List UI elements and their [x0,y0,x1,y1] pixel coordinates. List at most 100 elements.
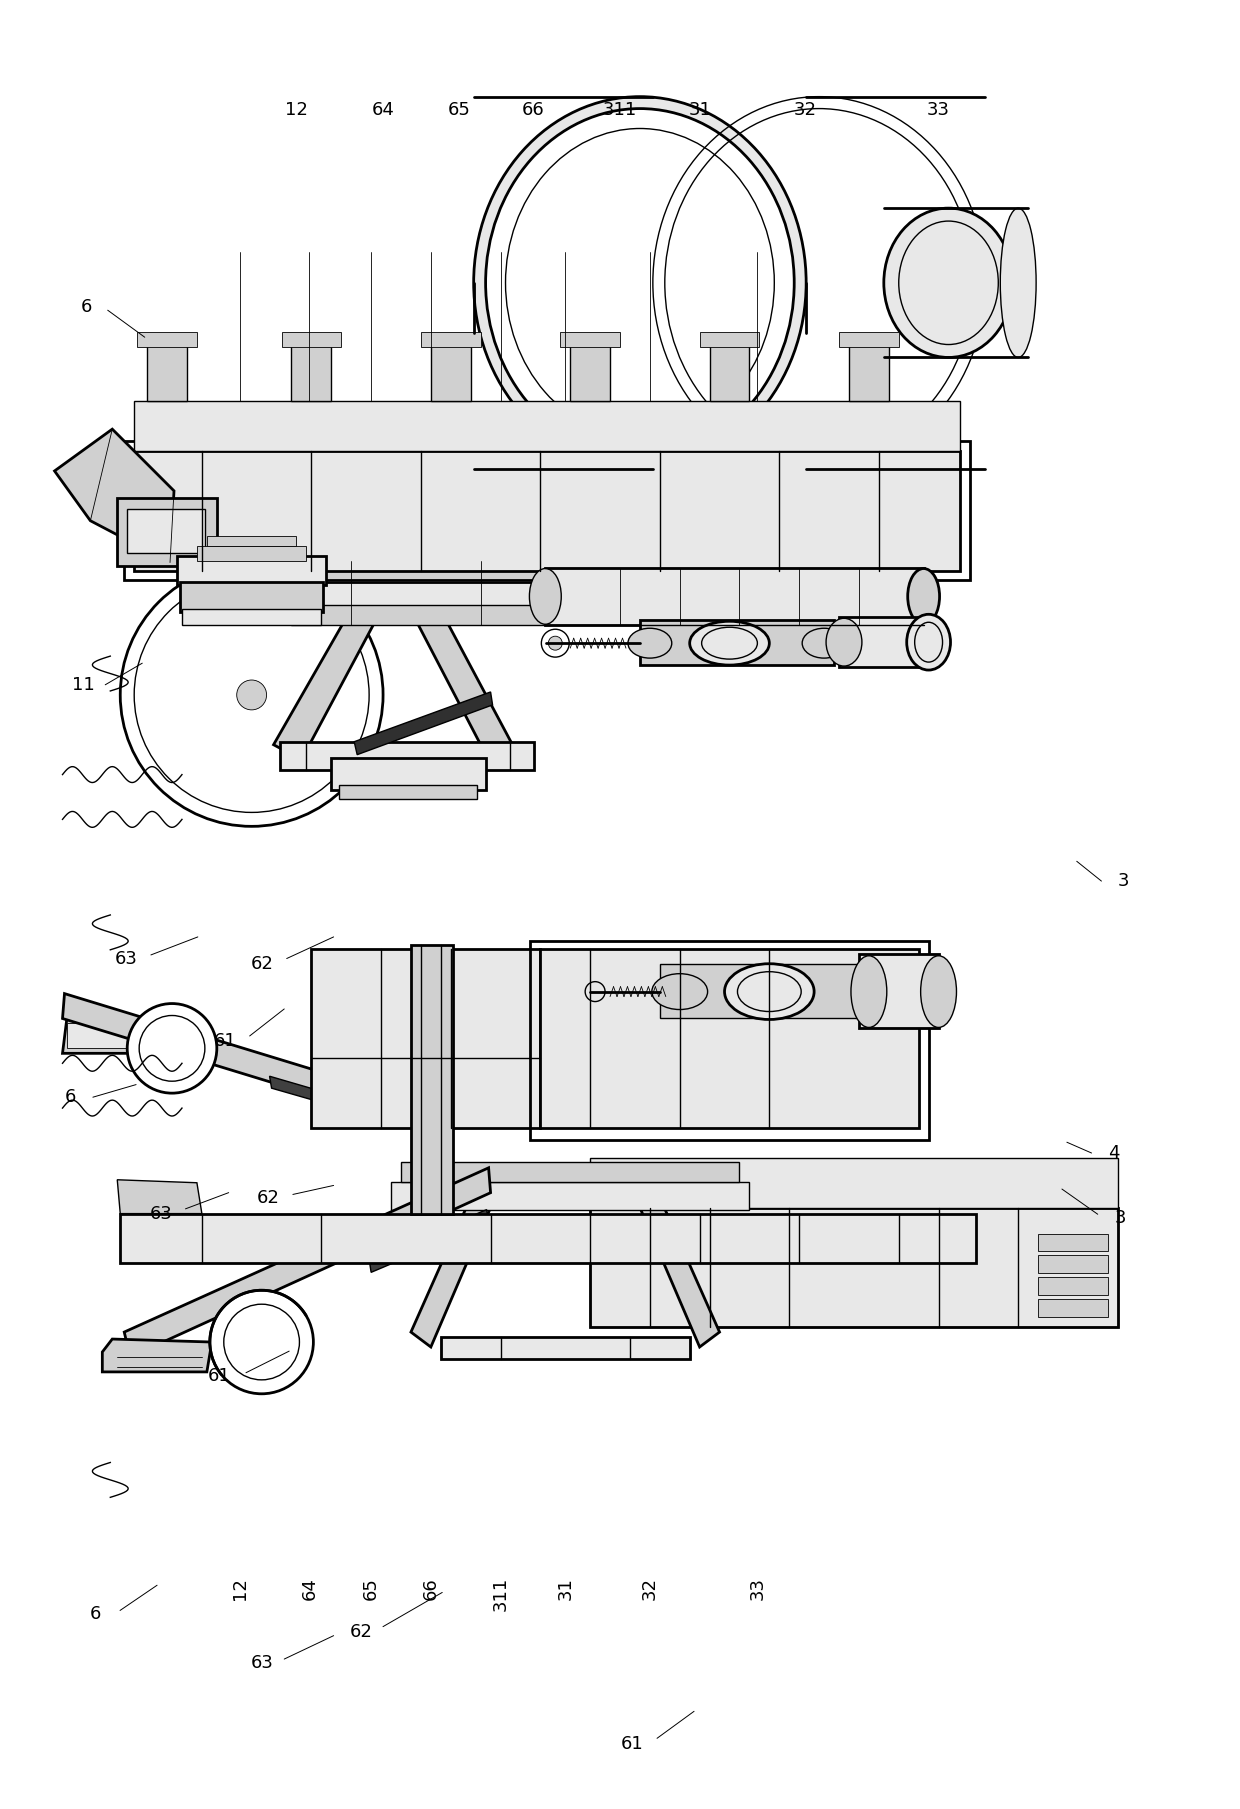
Polygon shape [62,993,423,1129]
Bar [590,1208,1117,1328]
Polygon shape [55,429,174,563]
Bar [430,342,471,402]
Text: 64: 64 [372,101,394,119]
Ellipse shape [689,620,769,666]
Text: 61: 61 [621,1735,644,1753]
Text: 62: 62 [350,1623,372,1641]
Bar [279,742,534,769]
Bar [1038,1255,1107,1274]
Polygon shape [410,1198,491,1348]
Text: 6: 6 [81,298,93,315]
Bar [138,331,197,347]
Text: 12: 12 [231,1577,249,1599]
Text: 63: 63 [115,950,138,968]
Bar [590,1158,1117,1208]
Bar [197,546,306,561]
Ellipse shape [802,628,846,658]
Ellipse shape [851,955,887,1028]
Text: 65: 65 [448,101,471,119]
Text: 12: 12 [285,101,308,119]
Polygon shape [355,693,492,754]
Bar [401,1161,739,1181]
Bar [660,964,859,1018]
Text: 31: 31 [557,1577,574,1599]
Bar [272,582,560,610]
Bar [134,450,961,570]
Polygon shape [370,1210,489,1272]
Text: 64: 64 [300,1577,319,1599]
Circle shape [128,1004,217,1093]
Bar [281,564,551,582]
Bar [207,535,296,546]
Bar [541,948,919,1129]
Polygon shape [269,1076,420,1131]
Bar [440,1337,689,1359]
Text: 6: 6 [89,1605,100,1623]
Bar [699,331,759,347]
Text: 311: 311 [491,1577,510,1612]
Bar [839,617,929,668]
Text: 6: 6 [64,1089,77,1105]
Text: 32: 32 [794,101,817,119]
Ellipse shape [906,615,951,669]
Ellipse shape [652,973,708,1009]
Bar [281,331,341,347]
Circle shape [210,1290,314,1393]
Polygon shape [124,1169,491,1357]
Bar [291,606,551,626]
Bar [570,342,610,402]
Polygon shape [118,1179,202,1214]
Bar [177,555,326,586]
Bar [420,331,481,347]
Bar [120,1214,976,1263]
Bar [118,497,217,566]
Bar [124,441,971,581]
Bar [849,342,889,402]
Bar [560,331,620,347]
Text: 31: 31 [688,101,712,119]
Bar [291,342,331,402]
Text: 63: 63 [149,1205,172,1223]
Bar [128,508,205,552]
Bar [709,342,749,402]
Text: 4: 4 [1109,1143,1120,1161]
Bar [148,342,187,402]
Ellipse shape [908,568,940,624]
Ellipse shape [529,568,562,624]
Bar [1038,1277,1107,1295]
Bar [180,582,324,611]
Ellipse shape [724,964,815,1020]
Bar [67,1024,143,1049]
Bar [311,948,541,1129]
Text: 62: 62 [250,955,274,973]
Ellipse shape [627,628,672,658]
Bar [859,953,939,1029]
Bar [410,944,453,1214]
Text: 32: 32 [641,1577,658,1599]
Bar [134,402,961,450]
Ellipse shape [884,208,1013,358]
Bar [182,610,321,626]
Bar [531,941,929,1140]
Text: 3: 3 [1118,872,1130,890]
Text: 66: 66 [522,101,544,119]
Text: 61: 61 [207,1368,231,1386]
Ellipse shape [486,109,794,458]
Bar [340,785,476,800]
Polygon shape [62,1013,153,1053]
Bar [1038,1299,1107,1317]
Bar [1038,1234,1107,1252]
Polygon shape [415,610,521,767]
Bar [391,1181,749,1210]
Polygon shape [103,1339,212,1371]
Text: 62: 62 [257,1189,280,1207]
Circle shape [120,564,383,827]
Text: 61: 61 [213,1033,237,1051]
Polygon shape [274,601,381,760]
Bar [640,620,835,666]
Polygon shape [640,1198,719,1348]
Ellipse shape [474,96,806,469]
Text: 11: 11 [72,677,94,695]
Text: 66: 66 [422,1577,440,1599]
Bar [546,568,924,626]
